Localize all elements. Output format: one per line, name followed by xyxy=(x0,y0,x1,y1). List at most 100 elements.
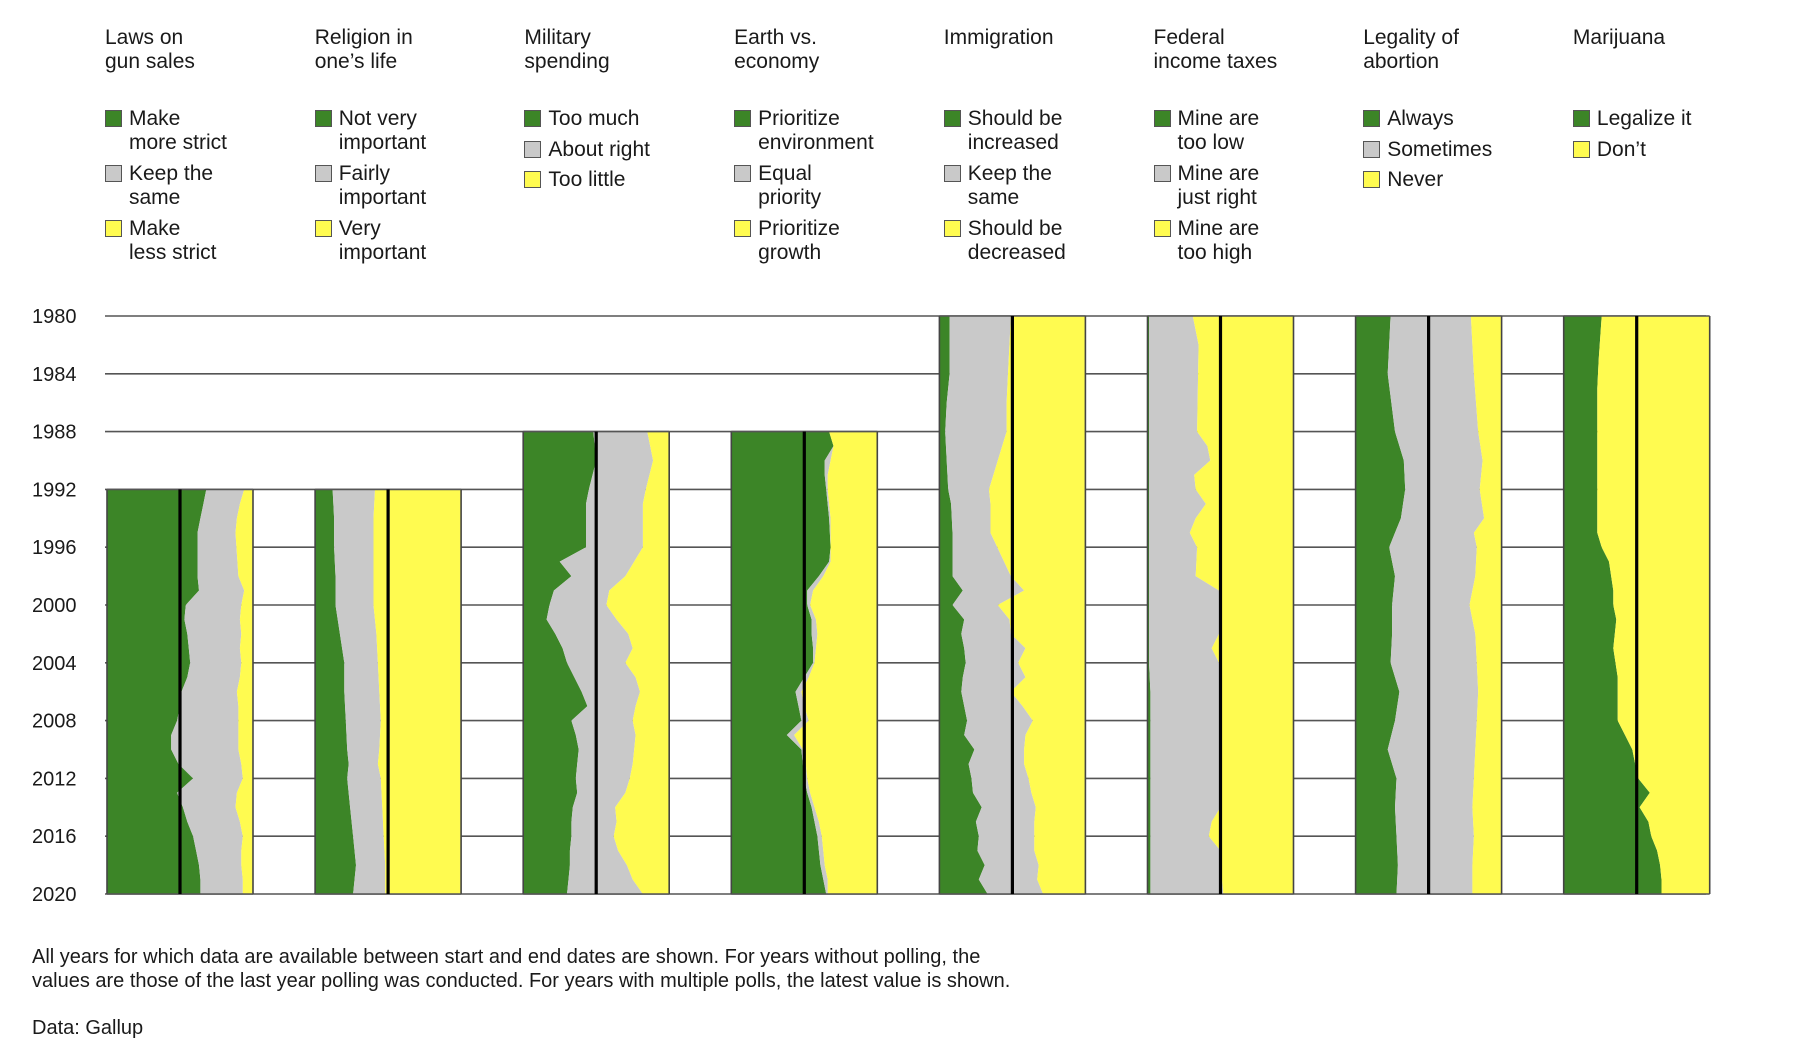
legend-item: About right xyxy=(524,138,724,162)
legend-label: Always xyxy=(1387,107,1454,130)
panel xyxy=(1146,315,1295,895)
legend-label: Don’t xyxy=(1596,137,1646,161)
area-yellow xyxy=(606,431,670,894)
area-green xyxy=(1355,316,1406,894)
legend-swatch-green xyxy=(943,110,961,127)
legend-item: Sometimes xyxy=(1363,138,1563,162)
legend-label: Never xyxy=(1387,168,1444,191)
area-yellow xyxy=(794,431,878,894)
y-tick-label: 2000 xyxy=(32,595,77,617)
legend-label: Not very important xyxy=(338,107,427,154)
y-tick-label: 2012 xyxy=(32,768,77,790)
legend-label: Mine are too low xyxy=(1177,107,1260,154)
legend-column: Marijuana Legalize it Don’t xyxy=(1572,26,1773,168)
area-yellow xyxy=(1189,316,1294,894)
legend-swatch-green xyxy=(734,110,752,127)
legend-swatch-yellow xyxy=(105,220,122,237)
panel xyxy=(1562,315,1711,895)
legend-swatch-yellow xyxy=(1572,140,1590,158)
area-gray xyxy=(546,431,654,894)
legend-item: Mine are too low xyxy=(1153,107,1354,154)
panel xyxy=(314,488,462,895)
panel xyxy=(106,488,254,895)
legend: Mine are too low Mine are just right Mine … xyxy=(1153,107,1354,264)
legend-swatch-yellow xyxy=(524,171,542,188)
legend-label: Prioritize environment xyxy=(758,107,874,154)
legend-column: Immigration Should be increased Keep the s… xyxy=(943,26,1144,272)
legend-swatch-gray xyxy=(734,165,752,182)
legend-swatch-green xyxy=(1363,110,1381,127)
legend-item: Make more strict xyxy=(105,107,305,154)
legend-label: Keep the same xyxy=(129,162,214,209)
legend: Always Sometimes Never xyxy=(1363,107,1563,192)
panel xyxy=(1354,315,1503,895)
legend: Prioritize environment Equal priority Prio… xyxy=(734,107,934,264)
legend-item: Prioritize growth xyxy=(734,217,934,264)
area-gray xyxy=(1149,316,1224,894)
y-tick-label: 2008 xyxy=(32,711,77,733)
footnote: All years for which data are available b… xyxy=(32,946,1011,992)
legend-label: Mine are too high xyxy=(1177,217,1260,264)
legend-column: Earth vs. economy Prioritize environment E… xyxy=(734,26,934,272)
panel xyxy=(730,430,879,895)
legend-swatch-green xyxy=(314,110,332,127)
panel-title: Laws on gun sales xyxy=(105,26,195,73)
legend-swatch-green xyxy=(105,110,122,127)
legend-label: Mine are just right xyxy=(1177,162,1260,209)
area-green xyxy=(939,316,988,894)
legend-label: Sometimes xyxy=(1387,137,1493,161)
legend-swatch-yellow xyxy=(734,220,752,237)
legend-item: Not very important xyxy=(314,107,515,154)
legend-item: Keep the same xyxy=(105,162,305,209)
legend-item: Should be decreased xyxy=(943,217,1144,264)
y-tick-label: 1988 xyxy=(32,422,77,444)
legend-label: Legalize it xyxy=(1596,107,1692,130)
area-green xyxy=(523,431,597,894)
legend-label: Keep the same xyxy=(967,162,1052,209)
legend-column: Legality of abortion Always Sometimes Never xyxy=(1363,26,1563,199)
legend-swatch-gray xyxy=(1153,165,1171,182)
legend-item: Equal priority xyxy=(734,162,934,209)
legend-label: Fairly important xyxy=(338,162,427,209)
area-yellow xyxy=(373,489,462,894)
legend-item: Too little xyxy=(524,168,724,192)
legend-column: Federal income taxes Mine are too low Mine… xyxy=(1153,26,1354,272)
legend-swatch-green xyxy=(1572,110,1590,127)
legend-label: Equal priority xyxy=(758,162,822,209)
area-gray xyxy=(786,431,834,894)
legend-swatch-gray xyxy=(1363,140,1381,158)
area-gray xyxy=(171,489,245,894)
legend-item: Don’t xyxy=(1572,137,1773,162)
legend-swatch-green xyxy=(524,110,542,127)
legend-item: Keep the same xyxy=(943,162,1144,209)
legend-label: Make less strict xyxy=(129,217,217,264)
legend-item: Never xyxy=(1363,168,1563,192)
legend-swatch-yellow xyxy=(314,220,332,237)
legend-label: Too much xyxy=(548,107,640,130)
legend-item: Should be increased xyxy=(943,107,1144,154)
legend-label: Should be decreased xyxy=(967,217,1066,264)
legend-column: Laws on gun sales Make more strict Keep th… xyxy=(105,26,305,272)
panel-title: Earth vs. economy xyxy=(734,26,820,73)
legend-item: Make less strict xyxy=(105,217,305,264)
legend-item: Mine are just right xyxy=(1153,162,1354,209)
source-note: Data: Gallup xyxy=(32,1017,144,1039)
legend: Legalize it Don’t xyxy=(1572,107,1773,162)
area-gray xyxy=(1387,316,1485,894)
panel-title: Legality of abortion xyxy=(1363,26,1459,73)
panel-title: Marijuana xyxy=(1572,26,1666,49)
legend-swatch-yellow xyxy=(943,220,961,237)
legend-label: Prioritize growth xyxy=(758,217,840,264)
legend-swatch-green xyxy=(1153,110,1171,127)
area-green xyxy=(731,431,834,894)
panel-title: Federal income taxes xyxy=(1153,26,1278,73)
panel xyxy=(938,315,1087,895)
legend-item: Always xyxy=(1363,107,1563,131)
y-tick-label: 2020 xyxy=(32,884,77,906)
y-tick-label: 2004 xyxy=(32,653,77,675)
panels xyxy=(106,315,1711,895)
legend-swatch-yellow xyxy=(1153,220,1171,237)
legend-label: About right xyxy=(548,137,650,161)
legend-swatch-yellow xyxy=(1363,171,1381,188)
